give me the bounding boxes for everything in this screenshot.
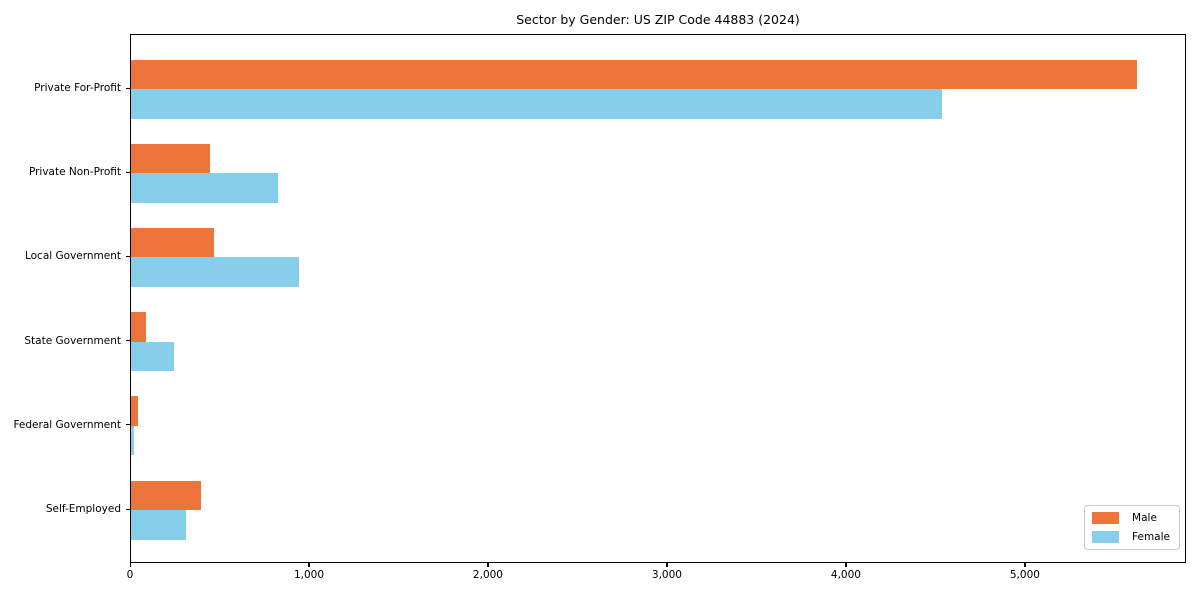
x-tick-mark xyxy=(487,563,489,567)
bar-female-private-non-profit xyxy=(131,173,278,203)
legend-label-male: Male xyxy=(1132,512,1157,524)
plot-area: Male Female xyxy=(130,34,1186,563)
legend-swatch-female xyxy=(1092,531,1120,543)
bar-male-local-government xyxy=(131,227,215,258)
x-tick-mark xyxy=(308,563,310,567)
y-tick-label-self-employed: Self-Employed xyxy=(45,503,121,515)
x-tick-label: 1,000 xyxy=(293,569,324,581)
y-tick-label-private-for-profit: Private For-Profit xyxy=(34,82,121,94)
bar-male-private-non-profit xyxy=(131,143,210,174)
y-tick-mark xyxy=(126,255,130,258)
x-tick-mark xyxy=(845,563,847,567)
bar-female-local-government xyxy=(131,257,300,287)
x-tick-label: 3,000 xyxy=(651,569,682,581)
y-tick-mark xyxy=(126,87,130,89)
y-tick-label-federal-government: Federal Government xyxy=(13,418,121,431)
bar-male-self-employed xyxy=(131,480,201,510)
x-tick-mark xyxy=(666,563,668,567)
y-tick-mark xyxy=(126,424,130,426)
bar-female-private-for-profit xyxy=(131,89,942,119)
y-tick-label-state-government: State Government xyxy=(24,334,121,347)
bar-female-self-employed xyxy=(131,510,186,540)
legend: Male Female xyxy=(1084,505,1180,550)
x-tick-label: 0 xyxy=(126,569,134,581)
x-tick-mark xyxy=(129,563,131,567)
legend-item-female: Female xyxy=(1092,531,1170,543)
legend-label-female: Female xyxy=(1132,531,1170,543)
chart-title: Sector by Gender: US ZIP Code 44883 (202… xyxy=(516,12,800,27)
bar-male-federal-government xyxy=(131,396,139,426)
bar-male-state-government xyxy=(131,312,147,342)
bar-female-federal-government xyxy=(131,425,134,456)
y-tick-mark xyxy=(126,340,130,342)
bar-male-private-for-profit xyxy=(131,59,1137,89)
y-tick-mark xyxy=(126,508,130,510)
y-tick-label-private-non-profit: Private Non-Profit xyxy=(28,166,121,179)
y-tick-label-local-government: Local Government xyxy=(24,250,121,263)
x-tick-label: 2,000 xyxy=(472,569,503,581)
bar-female-state-government xyxy=(131,341,174,372)
x-tick-label: 4,000 xyxy=(830,569,861,581)
legend-swatch-male xyxy=(1092,512,1120,524)
x-tick-label: 5,000 xyxy=(1009,569,1040,581)
legend-item-male: Male xyxy=(1092,512,1170,524)
y-tick-mark xyxy=(126,171,130,173)
x-tick-mark xyxy=(1024,563,1026,567)
